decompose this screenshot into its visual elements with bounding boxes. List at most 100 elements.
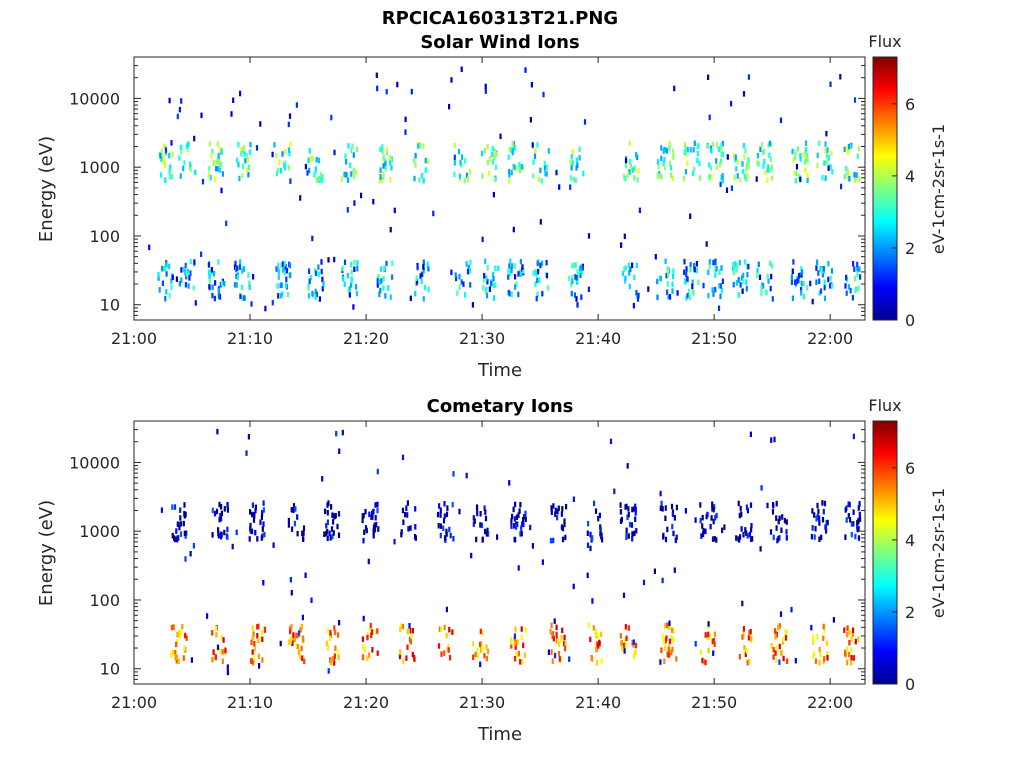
- spectrogram-cell: [767, 278, 770, 284]
- spectrogram-cell: [664, 258, 667, 264]
- spectrogram-cell: [572, 583, 575, 590]
- spectrogram-cell: [544, 170, 547, 177]
- spectrogram-cell: [242, 295, 245, 301]
- spectrogram-cell: [356, 265, 359, 272]
- spectrogram-cell: [624, 157, 628, 164]
- spectrogram-cell: [682, 175, 686, 182]
- spectrogram-cell: [345, 172, 348, 178]
- spectrogram-cell: [577, 271, 580, 277]
- spectrogram-cell: [326, 644, 329, 651]
- spectrogram-cell: [511, 141, 514, 147]
- spectrogram-cell: [391, 260, 394, 267]
- spectrogram-cell: [410, 88, 413, 95]
- spectrogram-cell: [179, 515, 182, 521]
- spectrogram-cell: [660, 174, 663, 180]
- spectrogram-cell: [760, 142, 764, 148]
- spectrogram-cell: [824, 141, 827, 147]
- spectrogram-cell: [580, 294, 583, 300]
- spectrogram-cell: [845, 165, 848, 172]
- spectrogram-cell: [532, 159, 535, 165]
- spectrogram-cell: [511, 263, 514, 269]
- spectrogram-cell: [735, 166, 738, 172]
- spectrogram-cell: [374, 629, 378, 635]
- spectrogram-cell: [513, 263, 517, 269]
- spectrogram-cell: [595, 660, 599, 666]
- spectrogram-cell: [401, 454, 405, 461]
- spectrogram-cell: [733, 152, 736, 159]
- spectrogram-cell: [168, 174, 171, 180]
- spectrogram-cell: [537, 176, 540, 183]
- spectrogram-cell: [746, 659, 749, 666]
- colorbar-tick-label: 0: [905, 675, 915, 694]
- spectrogram-cell: [404, 129, 407, 135]
- spectrogram-cell: [476, 647, 479, 653]
- spectrogram-cell: [741, 600, 744, 607]
- spectrogram-cell: [843, 173, 846, 180]
- spectrogram-cell: [175, 528, 178, 534]
- spectrogram-cell: [288, 639, 291, 645]
- spectrogram-cell: [662, 148, 665, 155]
- spectrogram-cell: [292, 637, 295, 643]
- spectrogram-cell: [514, 537, 517, 543]
- spectrogram-cell: [790, 279, 793, 286]
- spectrogram-cell: [794, 657, 797, 664]
- spectrogram-cell: [670, 635, 673, 641]
- spectrogram-cell: [348, 292, 351, 298]
- spectrogram-cell: [414, 152, 417, 159]
- spectrogram-cell: [470, 552, 473, 559]
- spectrogram-cell: [541, 260, 544, 267]
- spectrogram-cell: [850, 659, 853, 666]
- spectrogram-cell: [344, 153, 347, 159]
- spectrogram-cell: [220, 148, 223, 154]
- spectrogram-cell: [216, 141, 219, 147]
- spectrogram-cell: [850, 647, 853, 653]
- spectrogram-cell: [200, 112, 203, 119]
- spectrogram-cell: [633, 530, 636, 537]
- spectrogram-cell: [747, 263, 750, 270]
- spectrogram-cell: [848, 629, 851, 635]
- spectrogram-cell: [855, 172, 858, 178]
- spectrogram-cell: [826, 147, 829, 153]
- spectrogram-cell: [406, 628, 409, 635]
- spectrogram-cell: [589, 636, 592, 643]
- spectrogram-cell: [296, 530, 299, 537]
- spectrogram-cell: [659, 659, 662, 665]
- spectrogram-cell: [206, 613, 209, 619]
- spectrogram-cell: [695, 261, 698, 267]
- spectrogram-cell: [235, 273, 238, 280]
- spectrogram-cell: [376, 650, 379, 656]
- spectrogram-cell: [849, 144, 852, 150]
- spectrogram-cell: [308, 278, 311, 284]
- spectrogram-cell: [757, 261, 760, 267]
- spectrogram-cell: [468, 268, 472, 274]
- spectrogram-cell: [220, 510, 223, 517]
- spectrogram-cell: [170, 174, 174, 180]
- spectrogram-cell: [854, 287, 857, 294]
- spectrogram-cell: [398, 653, 402, 660]
- spectrogram-cell: [683, 269, 686, 275]
- spectrogram-cell: [405, 655, 408, 661]
- spectrogram-cell: [712, 637, 715, 644]
- spectrogram-cell: [449, 532, 452, 539]
- spectrogram-cell: [743, 174, 747, 180]
- spectrogram-cell: [591, 535, 594, 541]
- spectrogram-cell: [323, 531, 326, 537]
- spectrogram-cell: [321, 177, 324, 184]
- spectrogram-cell: [249, 658, 253, 664]
- spectrogram-cell: [536, 260, 539, 266]
- spectrogram-cell: [854, 638, 857, 645]
- spectrogram-cell: [685, 295, 688, 301]
- spectrogram-cell: [685, 271, 688, 278]
- spectrogram-cell: [773, 628, 777, 634]
- spectrogram-cell: [514, 626, 517, 632]
- spectrogram-cell: [248, 284, 251, 290]
- x-tick-label: 21:30: [459, 329, 505, 348]
- spectrogram-cell: [241, 295, 244, 301]
- spectrogram-cell: [273, 142, 276, 148]
- spectrogram-cell: [550, 622, 553, 628]
- spectrogram-cell: [587, 520, 590, 527]
- spectrogram-cell: [201, 178, 205, 185]
- spectrogram-cell: [668, 652, 671, 658]
- spectrogram-cell: [621, 270, 624, 277]
- spectrogram-cell: [600, 657, 603, 664]
